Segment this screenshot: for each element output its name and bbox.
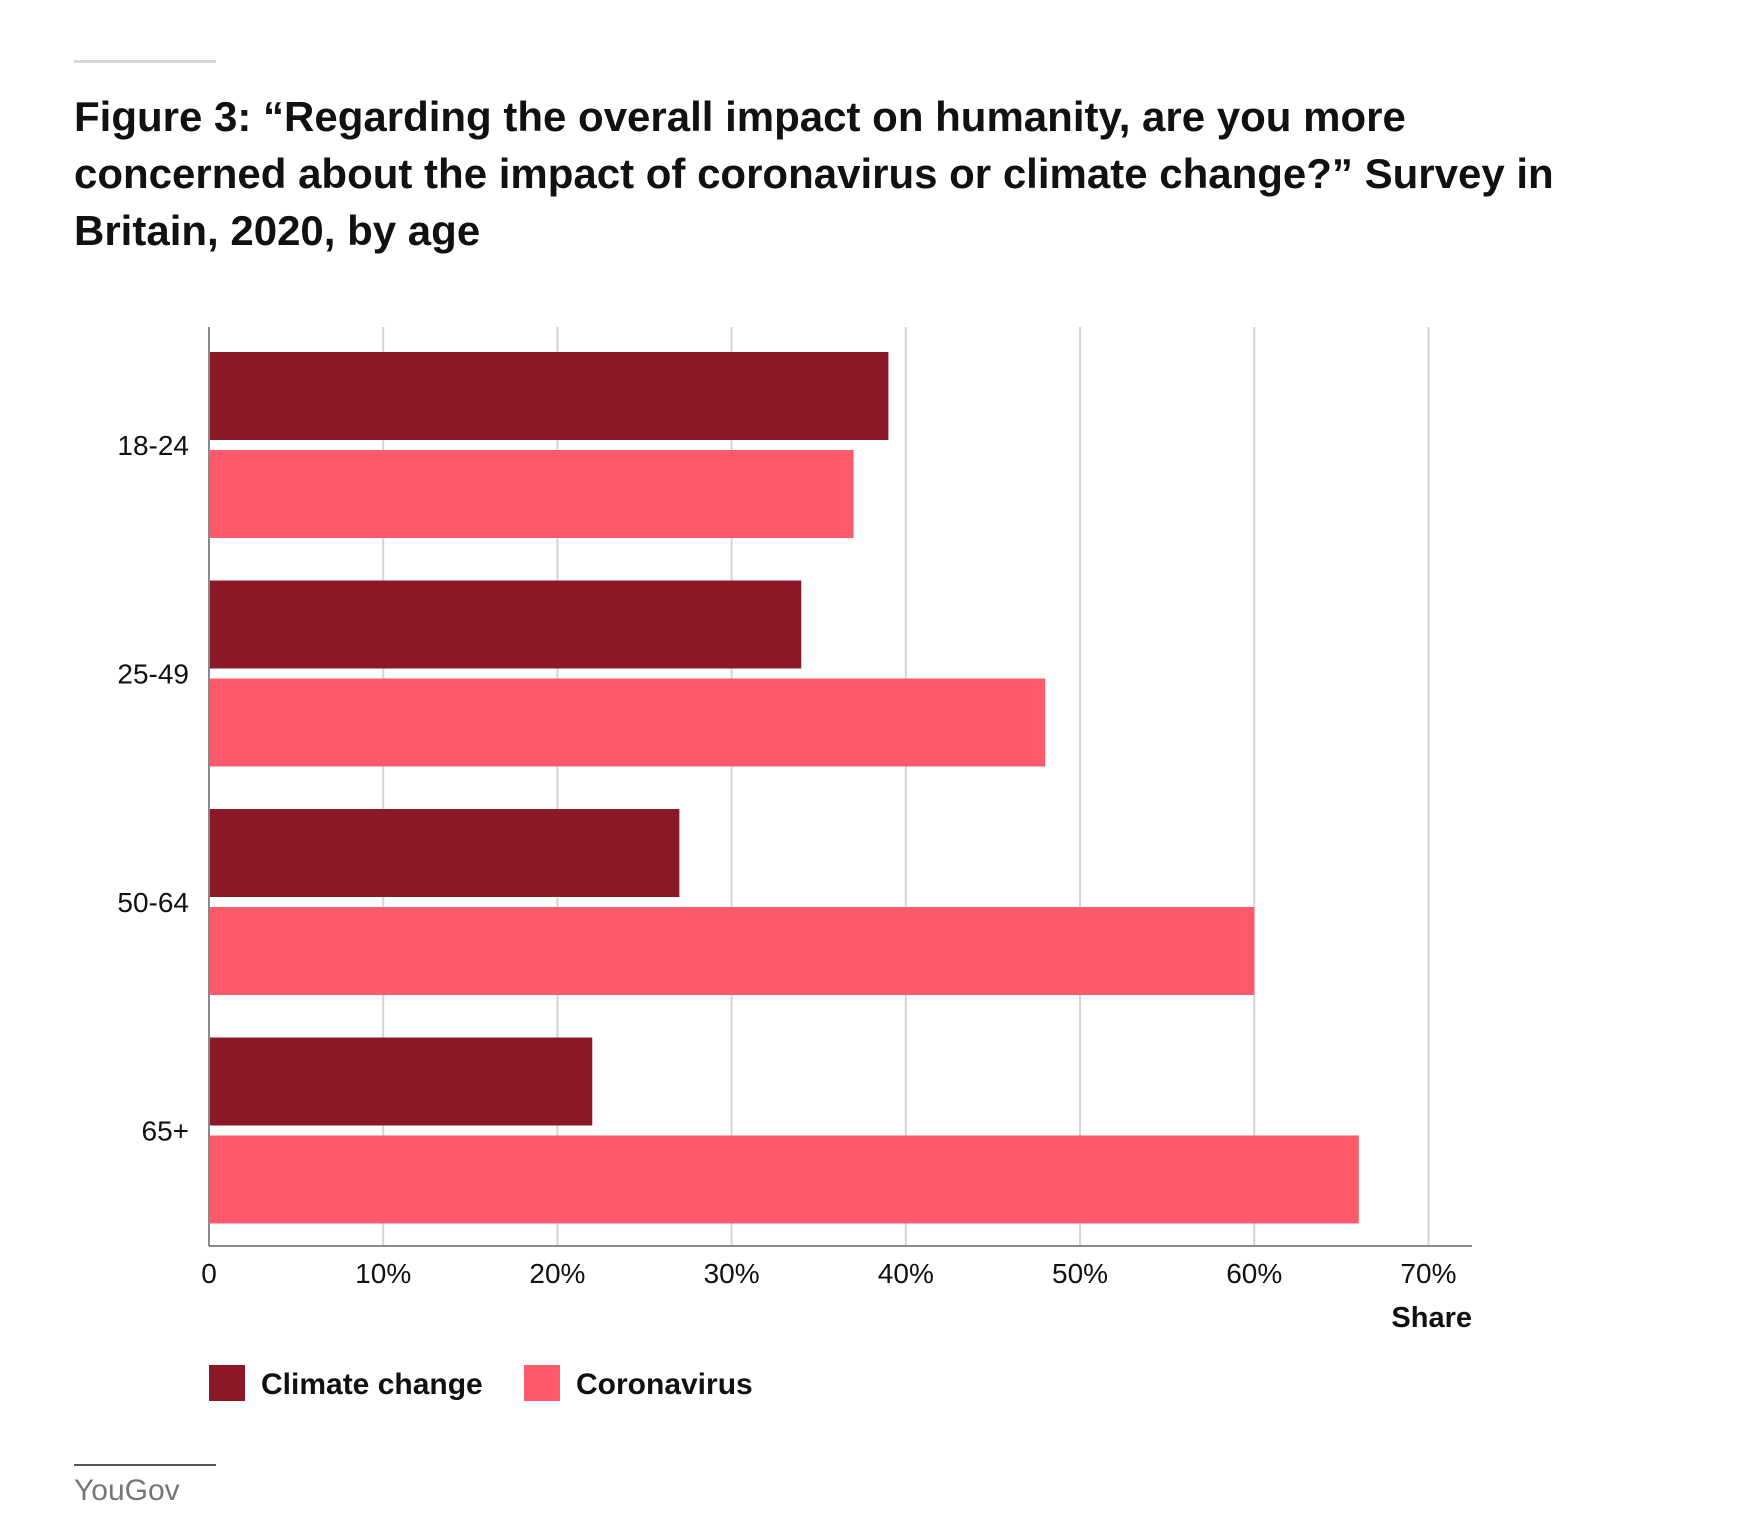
- x-tick-label-3: 30%: [704, 1258, 760, 1289]
- y-tick-label-50-64: 50-64: [117, 887, 189, 918]
- bar-coronavirus-50-64: [209, 907, 1255, 995]
- legend: Climate change Coronavirus: [209, 1365, 753, 1401]
- x-tick-label-6: 60%: [1226, 1258, 1282, 1289]
- x-tick-label-1: 10%: [355, 1258, 411, 1289]
- bar-climate-change-18-24: [209, 352, 889, 440]
- y-axis-tick-labels: 18-24 25-49 50-64 65+: [117, 430, 189, 1147]
- bar-climate-change-25-49: [209, 580, 802, 669]
- bar-coronavirus-25-49: [209, 678, 1046, 767]
- y-tick-label-25-49: 25-49: [117, 659, 189, 690]
- y-tick-label-65+: 65+: [142, 1116, 190, 1147]
- y-tick-label-18-24: 18-24: [117, 430, 189, 461]
- legend-label-coronavirus: Coronavirus: [576, 1368, 753, 1401]
- x-axis-tick-labels: 0 10% 20% 30% 40% 50% 60% 70%: [201, 1258, 1456, 1289]
- legend-swatch-coronavirus: [524, 1365, 560, 1401]
- bar-coronavirus-18-24: [209, 450, 854, 538]
- legend-label-climate-change: Climate change: [261, 1368, 483, 1401]
- bars: [209, 352, 1359, 1224]
- axes: [208, 327, 1472, 1247]
- bar-climate-change-65+: [209, 1037, 593, 1126]
- x-tick-label-2: 20%: [529, 1258, 585, 1289]
- legend-swatch-climate-change: [209, 1365, 245, 1401]
- bar-climate-change-50-64: [209, 809, 680, 897]
- x-tick-label-7: 70%: [1400, 1258, 1456, 1289]
- x-tick-label-0: 0: [201, 1258, 217, 1289]
- x-tick-label-5: 50%: [1052, 1258, 1108, 1289]
- source-label: YouGov: [74, 1474, 180, 1507]
- x-axis-title: Share: [1391, 1302, 1472, 1334]
- bottom-divider: [74, 1464, 216, 1466]
- x-tick-label-4: 40%: [878, 1258, 934, 1289]
- top-divider: [74, 60, 216, 63]
- bar-coronavirus-65+: [209, 1135, 1359, 1224]
- chart-title: Figure 3: “Regarding the overall impact …: [74, 93, 1554, 254]
